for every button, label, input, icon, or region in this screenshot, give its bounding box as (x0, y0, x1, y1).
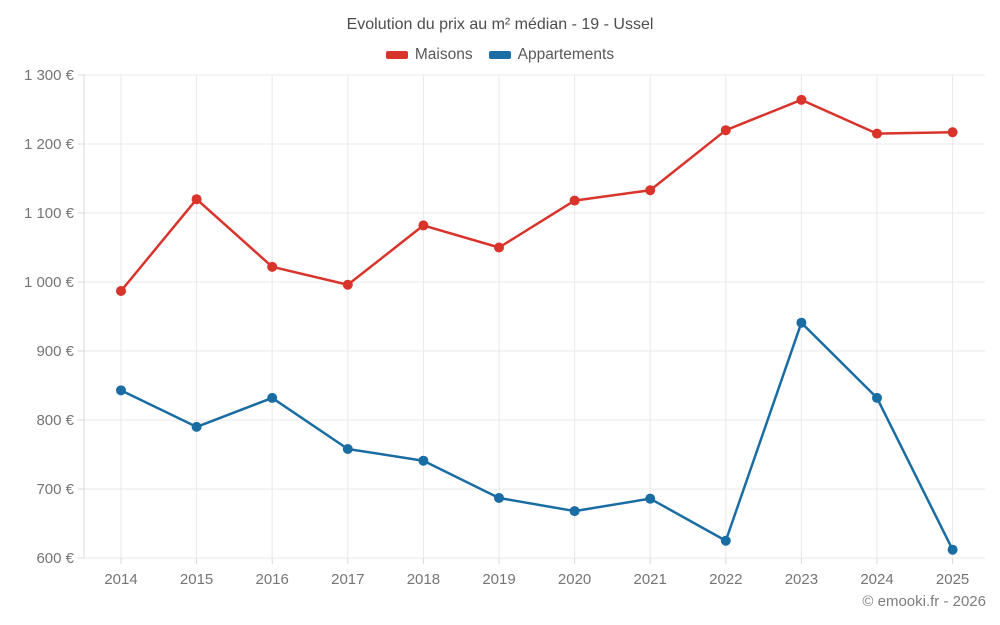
data-point-maisons-2019 (494, 242, 504, 253)
svg-text:2016: 2016 (256, 571, 289, 588)
data-point-maisons-2024 (872, 128, 882, 139)
data-point-appartements-2018 (418, 455, 429, 466)
copyright-text: © emooki.fr - 2026 (862, 593, 986, 610)
svg-text:2022: 2022 (709, 571, 742, 588)
data-point-maisons-2021 (645, 185, 656, 196)
chart-legend: Maisons Appartements (0, 46, 1000, 64)
legend-label-maisons: Maisons (414, 46, 473, 63)
axis-ticks (78, 74, 954, 564)
data-point-maisons-2023 (796, 94, 807, 105)
data-point-maisons-2014 (116, 285, 126, 296)
data-point-appartements-2016 (267, 392, 278, 403)
svg-text:2021: 2021 (634, 571, 667, 588)
svg-text:1 200 €: 1 200 € (24, 136, 75, 153)
data-point-appartements-2015 (191, 421, 202, 432)
data-point-maisons-2017 (342, 279, 353, 290)
data-point-appartements-2019 (494, 492, 504, 503)
chart-title: Evolution du prix au m² médian - 19 - Us… (346, 16, 654, 33)
svg-text:2015: 2015 (180, 571, 213, 588)
svg-text:2018: 2018 (407, 571, 440, 588)
series-appartements (116, 317, 958, 555)
gridlines (84, 74, 985, 559)
data-point-appartements-2024 (872, 392, 882, 403)
data-point-appartements-2022 (720, 535, 731, 546)
svg-text:2023: 2023 (785, 571, 818, 588)
legend-item-appartements[interactable]: Appartements (488, 46, 615, 64)
svg-text:700 €: 700 € (36, 481, 74, 498)
data-point-appartements-2014 (116, 385, 126, 396)
svg-text:1 000 €: 1 000 € (24, 274, 75, 291)
data-point-maisons-2018 (418, 220, 429, 231)
svg-text:2017: 2017 (331, 571, 364, 588)
data-point-appartements-2017 (342, 443, 353, 454)
svg-text:600 €: 600 € (36, 550, 74, 567)
x-axis-labels: 2014 2015 2016 2017 2018 2019 2020 2021 2022 2023… (104, 571, 969, 588)
svg-text:2014: 2014 (104, 571, 137, 588)
svg-text:1 100 €: 1 100 € (24, 205, 75, 222)
data-point-maisons-2022 (720, 125, 731, 136)
legend-item-maisons[interactable]: Maisons (385, 46, 473, 64)
series-maisons (116, 94, 958, 296)
data-point-appartements-2020 (569, 506, 580, 517)
svg-text:2020: 2020 (558, 571, 591, 588)
svg-text:2025: 2025 (936, 571, 969, 588)
svg-text:2019: 2019 (482, 571, 515, 588)
legend-swatch-maisons-icon (385, 51, 408, 59)
data-point-appartements-2021 (645, 493, 656, 504)
svg-text:800 €: 800 € (36, 412, 74, 429)
legend-label-appartements: Appartements (517, 46, 615, 63)
svg-text:1 300 €: 1 300 € (24, 67, 75, 84)
data-point-appartements-2025 (947, 544, 958, 555)
svg-text:2024: 2024 (860, 571, 893, 588)
y-axis-labels: 600 € 700 € 800 € 900 € 1 000 € 1 100 € 1 200 … (24, 67, 75, 567)
data-point-appartements-2023 (796, 317, 807, 328)
data-point-maisons-2016 (267, 261, 278, 272)
data-point-maisons-2025 (947, 127, 958, 138)
svg-text:900 €: 900 € (36, 343, 74, 360)
data-point-maisons-2020 (569, 195, 580, 206)
legend-swatch-appartements-icon (488, 51, 511, 59)
data-point-maisons-2015 (191, 194, 202, 205)
